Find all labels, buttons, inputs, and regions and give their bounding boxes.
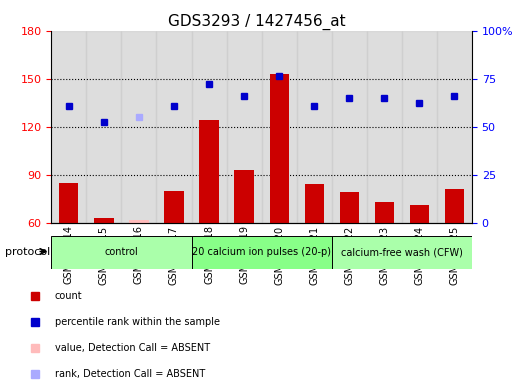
Text: protocol: protocol bbox=[5, 247, 50, 257]
Bar bbox=[445, 189, 464, 223]
Bar bbox=[86, 31, 122, 223]
Bar bbox=[191, 31, 227, 223]
Bar bbox=[156, 31, 191, 223]
Bar bbox=[305, 184, 324, 223]
Bar bbox=[262, 31, 297, 223]
Bar bbox=[122, 31, 156, 223]
Bar bbox=[410, 205, 429, 223]
Text: percentile rank within the sample: percentile rank within the sample bbox=[55, 317, 220, 327]
Bar bbox=[374, 202, 394, 223]
Text: rank, Detection Call = ABSENT: rank, Detection Call = ABSENT bbox=[55, 369, 205, 379]
Bar bbox=[94, 218, 113, 223]
Text: calcium-free wash (CFW): calcium-free wash (CFW) bbox=[341, 247, 463, 258]
Bar bbox=[367, 31, 402, 223]
Bar bbox=[200, 120, 219, 223]
Bar bbox=[234, 170, 254, 223]
Bar bbox=[402, 31, 437, 223]
Bar bbox=[332, 31, 367, 223]
Text: 20 calcium ion pulses (20-p): 20 calcium ion pulses (20-p) bbox=[192, 247, 331, 258]
Text: control: control bbox=[105, 247, 139, 258]
Text: value, Detection Call = ABSENT: value, Detection Call = ABSENT bbox=[55, 343, 210, 353]
Bar bbox=[437, 31, 472, 223]
FancyBboxPatch shape bbox=[51, 236, 191, 269]
Text: GDS3293 / 1427456_at: GDS3293 / 1427456_at bbox=[168, 13, 345, 30]
Bar bbox=[340, 192, 359, 223]
Bar bbox=[227, 31, 262, 223]
Text: count: count bbox=[55, 291, 83, 301]
Bar bbox=[59, 183, 78, 223]
Bar bbox=[129, 220, 149, 223]
Bar bbox=[164, 191, 184, 223]
Bar bbox=[269, 74, 289, 223]
Bar bbox=[51, 31, 86, 223]
FancyBboxPatch shape bbox=[191, 236, 332, 269]
Bar bbox=[297, 31, 332, 223]
FancyBboxPatch shape bbox=[332, 236, 472, 269]
